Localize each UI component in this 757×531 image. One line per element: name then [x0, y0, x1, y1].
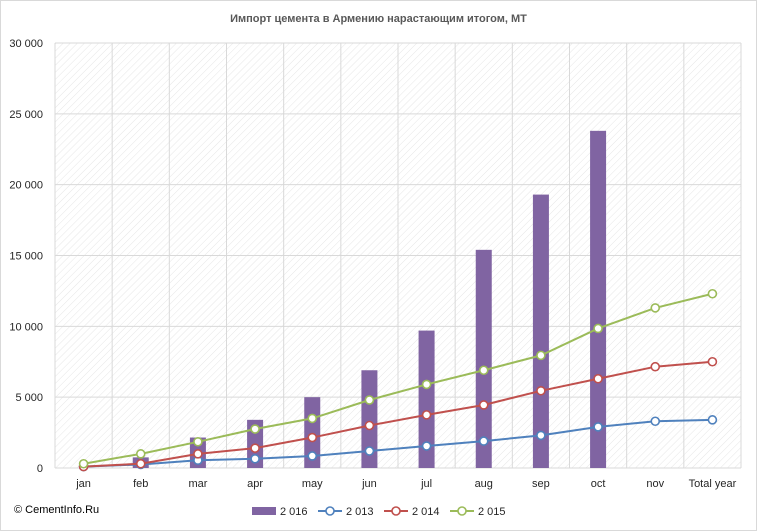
series-line [83, 418, 713, 468]
series-point [593, 373, 603, 384]
legend-label: 2 013 [346, 506, 374, 518]
series-point [135, 449, 146, 459]
bar-2016 [361, 370, 378, 468]
legend-label: 2 016 [280, 506, 308, 518]
series-point [307, 432, 318, 443]
chart-title: Импорт цемента в Армению нарастающим ито… [230, 13, 527, 25]
series-point [478, 365, 489, 376]
x-tick-label: jan [75, 478, 91, 490]
series-point [307, 413, 318, 424]
series-point [364, 420, 375, 431]
x-tick-label: sep [532, 478, 550, 490]
series-point [478, 400, 489, 410]
series-point [707, 288, 718, 299]
series-point [193, 436, 203, 447]
bar-2016 [418, 330, 435, 468]
series-point [250, 424, 260, 434]
watermark-text: © CementInfo.Ru [14, 504, 100, 516]
x-tick-label: jul [420, 478, 432, 490]
series-point [250, 453, 260, 464]
series-point [650, 361, 661, 372]
series-point [364, 446, 375, 456]
series-point [364, 395, 375, 405]
bar-2016 [304, 397, 321, 468]
series-point [250, 443, 260, 453]
series-point [593, 422, 603, 432]
series-point [421, 410, 432, 420]
y-tick-label: 30 000 [9, 38, 43, 50]
bar-2016 [532, 194, 549, 469]
y-tick-label: 15 000 [9, 251, 43, 263]
series-point [650, 416, 661, 427]
x-tick-label: may [302, 478, 323, 490]
x-tick-label: jun [361, 478, 377, 490]
series-point [707, 356, 718, 367]
legend-label: 2 014 [412, 506, 440, 518]
series-point [193, 449, 203, 459]
series-point [536, 350, 546, 361]
series-point [707, 415, 718, 425]
series-point [650, 303, 661, 313]
legend-swatch-marker [325, 506, 335, 516]
series-point [307, 451, 318, 461]
y-tick-label: 10 000 [9, 321, 43, 333]
x-tick-label: apr [247, 478, 263, 490]
x-tick-label: mar [188, 478, 207, 490]
y-tick-label: 20 000 [9, 180, 43, 192]
legend-swatch-bar [252, 507, 276, 515]
series-point [78, 458, 89, 469]
x-tick-label: aug [475, 478, 493, 490]
legend-swatch-marker [391, 506, 401, 516]
y-tick-label: 0 [37, 463, 43, 475]
legend-swatch-marker [457, 506, 467, 516]
series-point [421, 441, 432, 451]
legend-label: 2 015 [478, 506, 506, 518]
series-line [83, 292, 713, 465]
bar-2016 [590, 130, 607, 469]
bar-2016 [475, 249, 492, 468]
series-point [536, 430, 546, 441]
series-point [536, 385, 546, 396]
y-tick-label: 25 000 [9, 109, 43, 121]
series-line [83, 360, 713, 468]
series-point [135, 458, 146, 469]
x-tick-label: Total year [689, 478, 737, 490]
series-point [478, 436, 489, 446]
x-tick-label: feb [133, 478, 148, 490]
x-tick-label: oct [591, 478, 606, 490]
x-tick-label: nov [646, 478, 664, 490]
y-tick-label: 5 000 [15, 392, 43, 404]
series-point [593, 323, 603, 334]
series-point [421, 379, 432, 390]
